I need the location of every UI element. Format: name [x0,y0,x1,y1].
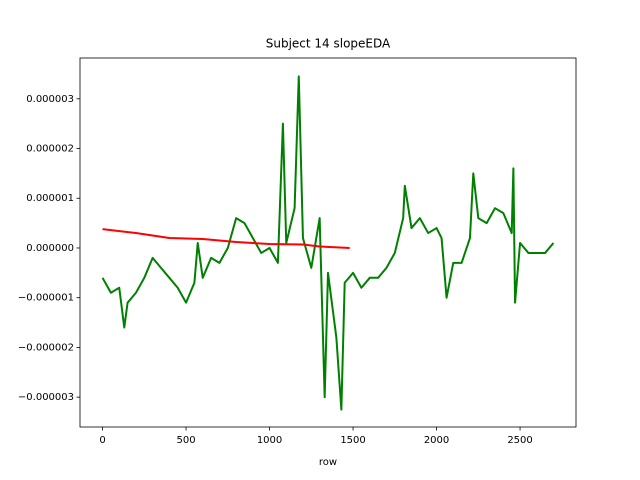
y-tick-label: 0.000002 [26,144,74,155]
x-axis-label: row [319,457,337,468]
x-tick-label: 2000 [424,435,449,446]
x-tick-label: 1500 [340,435,365,446]
series-line [102,228,350,249]
y-tick-label: −0.000002 [18,342,74,353]
chart-title: Subject 14 slopeEDA [266,37,391,51]
y-tick-label: −0.000001 [18,293,74,304]
y-tick-label: 0.000003 [26,94,74,105]
y-tick-label: 0.000000 [26,243,74,254]
series-line [101,75,555,411]
y-tick-label: −0.000003 [18,392,74,403]
y-tick-label: 0.000001 [26,193,74,204]
x-tick-label: 2500 [507,435,532,446]
x-tick-label: 0 [99,435,105,446]
x-tick-label: 500 [177,435,196,446]
x-tick-label: 1000 [257,435,282,446]
plot-frame [79,57,577,428]
